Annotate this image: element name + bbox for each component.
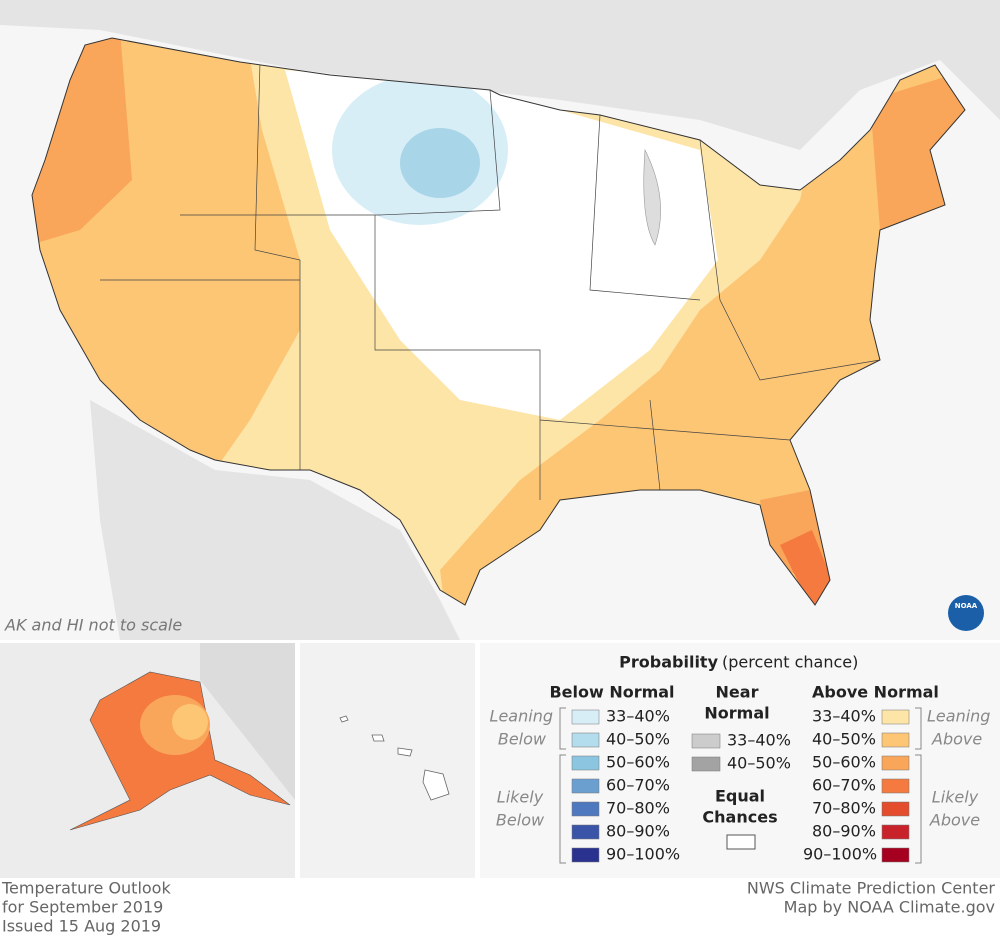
swatch bbox=[571, 709, 600, 725]
canada bbox=[0, 0, 1000, 150]
swatch-label: 33–40% bbox=[812, 707, 876, 726]
swatch bbox=[691, 756, 721, 772]
swatch-label: 50–60% bbox=[606, 753, 670, 772]
bracket bbox=[559, 707, 566, 864]
mexico bbox=[90, 400, 460, 640]
lake-michigan bbox=[643, 148, 661, 246]
swatch-label: 50–60% bbox=[812, 753, 876, 772]
footer-left: Temperature Outlook bbox=[1, 879, 171, 898]
swatch-label: 80–90% bbox=[606, 822, 670, 841]
swatch bbox=[691, 733, 721, 749]
swatch bbox=[571, 824, 600, 840]
leaning-label: Leaning bbox=[927, 707, 990, 726]
footer-right: NWS Climate Prediction Center bbox=[747, 879, 996, 898]
swatch-label: 60–70% bbox=[812, 776, 876, 795]
swatch bbox=[571, 801, 600, 817]
swatch-label: 70–80% bbox=[606, 799, 670, 818]
alaska-40 bbox=[172, 704, 208, 740]
swatch-label: 40–50% bbox=[812, 730, 876, 749]
swatch-label: 90–100% bbox=[803, 845, 877, 864]
legend-subtitle: (percent chance) bbox=[722, 653, 858, 672]
swatch bbox=[571, 732, 600, 748]
swatch-label: 33–40% bbox=[606, 707, 670, 726]
bracket bbox=[915, 707, 922, 864]
near-heading: Near bbox=[716, 683, 759, 702]
hawaii-panel bbox=[300, 643, 475, 878]
swatch-label: 90–100% bbox=[606, 845, 680, 864]
hawaii bbox=[339, 715, 450, 801]
swatch bbox=[881, 847, 910, 863]
likely-label: Likely bbox=[497, 788, 544, 807]
swatch-label: 33–40% bbox=[727, 731, 791, 750]
canada-inset bbox=[200, 643, 295, 800]
near-heading: Normal bbox=[704, 704, 769, 723]
state-borders bbox=[100, 61, 881, 500]
swatch-label: 40–50% bbox=[606, 730, 670, 749]
footer-left: Issued 15 Aug 2019 bbox=[2, 917, 161, 936]
footer-left: for September 2019 bbox=[2, 898, 163, 917]
leaning-label: Above bbox=[931, 730, 982, 749]
equal-heading: Equal bbox=[715, 787, 765, 806]
noaa-logo-text: NOAA bbox=[955, 602, 978, 610]
legend-title: Probability bbox=[619, 653, 718, 672]
swatch bbox=[571, 755, 600, 771]
swatch bbox=[881, 732, 910, 748]
zone-below-40 bbox=[400, 128, 480, 198]
equal-heading: Chances bbox=[702, 808, 777, 827]
above-heading: Above Normal bbox=[812, 683, 939, 702]
swatch-label: 60–70% bbox=[606, 776, 670, 795]
below-heading: Below Normal bbox=[549, 683, 674, 702]
swatch bbox=[881, 709, 910, 725]
swatch bbox=[571, 847, 600, 863]
swatch-label: 80–90% bbox=[812, 822, 876, 841]
swatch bbox=[571, 778, 600, 794]
likely-label: Likely bbox=[932, 788, 979, 807]
swatch-label: 70–80% bbox=[812, 799, 876, 818]
swatch-label: 40–50% bbox=[727, 754, 791, 773]
leaning-label: Leaning bbox=[490, 707, 553, 726]
swatch bbox=[726, 834, 756, 850]
noaa-logo bbox=[948, 595, 984, 631]
footer-right: Map by NOAA Climate.gov bbox=[784, 898, 995, 917]
swatch bbox=[881, 755, 910, 771]
swatch bbox=[881, 778, 910, 794]
leaning-label: Below bbox=[498, 730, 547, 749]
swatch bbox=[881, 824, 910, 840]
scale-note: AK and HI not to scale bbox=[4, 616, 182, 635]
likely-label: Above bbox=[929, 811, 980, 830]
us-outline bbox=[31, 37, 966, 606]
likely-label: Below bbox=[496, 811, 545, 830]
swatch bbox=[881, 801, 910, 817]
legend: Probability (percent chance) Below Normal 3… bbox=[490, 653, 990, 864]
